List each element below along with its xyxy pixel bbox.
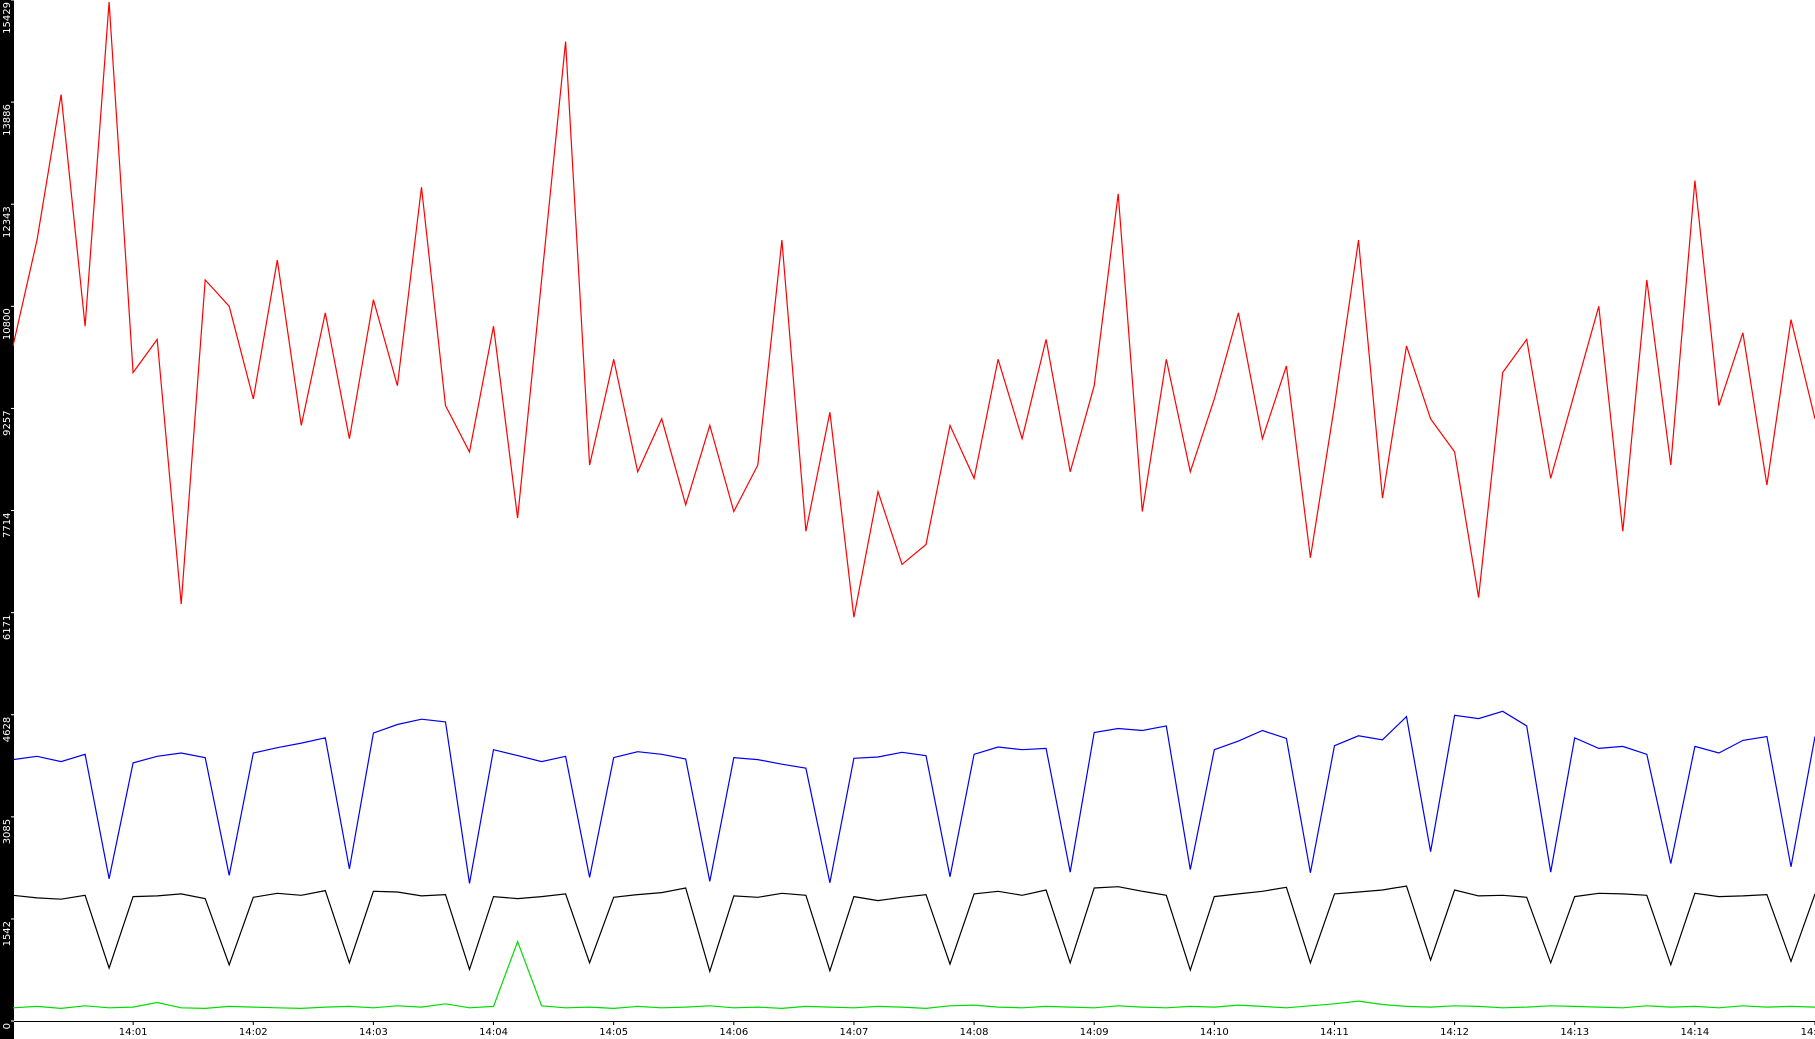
y-tick-label: 1542	[2, 921, 13, 946]
y-axis-band	[0, 0, 14, 1039]
x-tick-label: 14:08	[960, 1027, 989, 1038]
x-tick-label: 14:06	[719, 1027, 748, 1038]
y-tick-label: 9257	[2, 410, 13, 435]
series-line	[12, 885, 1815, 974]
x-tick-label: 14:01	[119, 1027, 148, 1038]
y-tick-label: 0	[2, 1023, 13, 1029]
x-tick-label: 14:10	[1200, 1027, 1229, 1038]
series-line	[12, 710, 1815, 884]
x-tick-label: 14:03	[359, 1027, 388, 1038]
y-tick-label: 10800	[2, 308, 13, 340]
x-tick-label: 14:11	[1320, 1027, 1349, 1038]
y-tick-label: 12343	[2, 206, 13, 238]
series-line	[12, 939, 1815, 1010]
y-tick-label: 4628	[2, 717, 13, 742]
y-tick-label: 15429	[2, 2, 13, 34]
x-tick-label: 14:02	[239, 1027, 268, 1038]
y-tick-label: 13886	[2, 104, 13, 136]
x-tick-label: 14:04	[479, 1027, 508, 1038]
x-tick-label: 14:15	[1801, 1027, 1815, 1038]
x-tick-label: 14:12	[1440, 1027, 1469, 1038]
series-line	[12, 1, 1815, 618]
x-tick-label: 14:09	[1080, 1027, 1109, 1038]
y-tick-label: 3085	[2, 819, 13, 844]
x-tick-label: 14:13	[1560, 1027, 1589, 1038]
y-tick-label: 6171	[2, 615, 13, 640]
x-tick-label: 14:07	[840, 1027, 869, 1038]
x-tick-label: 14:05	[599, 1027, 628, 1038]
x-tick-label: 14:14	[1680, 1027, 1709, 1038]
y-tick-label: 7714	[2, 513, 13, 538]
